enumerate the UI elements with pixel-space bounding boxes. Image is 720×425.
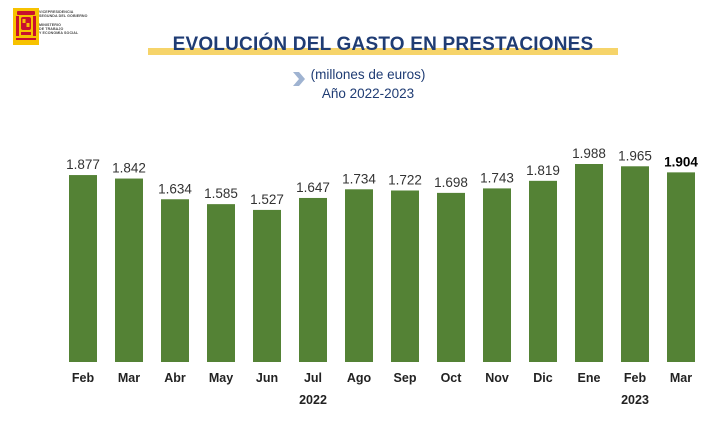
bar-mar-13: [667, 172, 695, 362]
bar-may-3: [207, 204, 235, 362]
chevron-right-icon: [293, 72, 305, 86]
data-label: 1.722: [388, 172, 422, 187]
logo-line: DE TRABAJO: [39, 26, 64, 31]
data-label: 1.819: [526, 163, 560, 178]
data-label: 1.585: [204, 186, 238, 201]
data-label: 1.988: [572, 146, 606, 161]
logo-line: SEGUNDA DEL GOBIERNO: [39, 14, 88, 19]
category-label: Feb: [72, 371, 95, 385]
logo-line: VICEPRESIDENCIA: [39, 10, 74, 14]
bar-oct-8: [437, 192, 465, 362]
category-label: Feb: [624, 371, 647, 385]
category-label: Jun: [256, 371, 278, 385]
chart-title: EVOLUCIÓN DEL GASTO EN PRESTACIONES: [172, 34, 594, 55]
data-label: 1.647: [296, 180, 330, 195]
bar-dic-10: [529, 180, 557, 362]
data-label: 1.904: [664, 154, 698, 169]
data-label: 1.634: [158, 181, 192, 196]
bar-nov-9: [483, 188, 511, 362]
category-label: Abr: [164, 371, 186, 385]
bar-abr-2: [161, 199, 189, 362]
logo-line: MINISTERIO: [39, 22, 61, 27]
data-label: 1.698: [434, 175, 468, 190]
bar-jun-4: [253, 209, 281, 362]
chart-subtitle-period: Año 2022-2023: [321, 86, 415, 101]
bar-jul-5: [299, 197, 327, 362]
chart-subtitle-units: (millones de euros): [310, 67, 426, 82]
data-label: 1.965: [618, 148, 652, 163]
data-label: 1.743: [480, 170, 514, 185]
year-group-label: 2022: [299, 393, 327, 407]
bar-sep-7: [391, 190, 419, 362]
category-label: Dic: [533, 371, 553, 385]
bar-ago-6: [345, 189, 373, 362]
title-underline: [148, 48, 618, 55]
logo-line: Y ECONOMÍA SOCIAL: [39, 31, 79, 36]
year-group-label: 2023: [621, 393, 649, 407]
government-logo: VICEPRESIDENCIA SEGUNDA DEL GOBIERNO MIN…: [13, 7, 113, 47]
category-label: Oct: [441, 371, 463, 385]
data-label: 1.527: [250, 192, 284, 207]
bar-feb-12: [621, 166, 649, 362]
data-label: 1.877: [66, 157, 100, 172]
category-label: Nov: [485, 371, 509, 385]
category-label: Sep: [394, 371, 417, 385]
category-label: May: [209, 371, 233, 385]
logo-text: VICEPRESIDENCIA SEGUNDA DEL GOBIERNO MIN…: [39, 10, 88, 35]
data-label: 1.734: [342, 171, 376, 186]
category-label: Mar: [670, 371, 692, 385]
bar-feb-0: [69, 175, 97, 362]
category-label: Ene: [578, 371, 601, 385]
category-label: Ago: [347, 371, 372, 385]
bar-mar-1: [115, 178, 143, 362]
coat-of-arms-icon: [13, 8, 39, 45]
category-label: Mar: [118, 371, 140, 385]
data-label: 1.842: [112, 161, 146, 176]
bar-ene-11: [575, 164, 603, 362]
category-label: Jul: [304, 371, 322, 385]
